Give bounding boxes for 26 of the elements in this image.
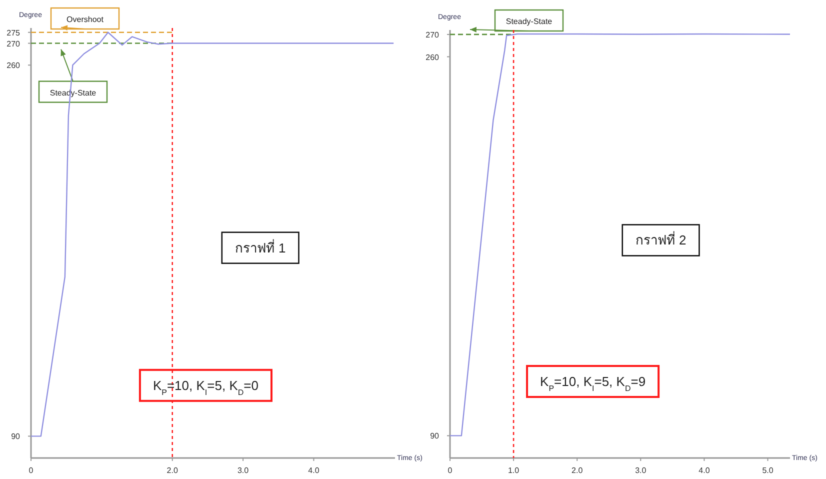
x-tick-label: 4.0 [308, 466, 320, 475]
line-series [30, 32, 394, 437]
y-tick-label: 90 [430, 432, 440, 441]
y-tick-label: 260 [6, 61, 21, 70]
x-tick-label: 0 [28, 466, 34, 475]
y-tick-label: 270 [426, 30, 440, 40]
ref-line-label: Overshoot [66, 15, 104, 24]
x-tick-label: 3.0 [237, 466, 250, 475]
line-series [449, 33, 791, 436]
x-tick-label: 2.0 [572, 466, 584, 475]
y-tick-label: 90 [11, 432, 21, 442]
y-tick-label: 275 [6, 28, 21, 38]
y-tick-label: 270 [6, 39, 21, 48]
annotation: กราฟที่ 2 [635, 232, 686, 248]
x-tick-label: 3.0 [635, 466, 647, 475]
annotation: กราฟที่ 1 [234, 239, 286, 256]
ref-line-label: Steady-State [50, 88, 97, 98]
annotation: K$_{P}$=10, K$_{I}$=5, K$_{D}$=0 [152, 378, 258, 396]
ref-line-label: Steady-State [506, 17, 553, 26]
x-tick-label: 0 [448, 466, 453, 475]
annotation: K$_{P}$=10, K$_{I}$=5, K$_{D}$=9 [540, 374, 646, 392]
x-tick-label: 2.0 [166, 466, 178, 475]
x-tick-label: 1.0 [508, 466, 520, 475]
x-tick-label: 5.0 [762, 466, 774, 475]
x-tick-label: 4.0 [698, 466, 710, 475]
y-tick-label: 260 [426, 52, 440, 62]
